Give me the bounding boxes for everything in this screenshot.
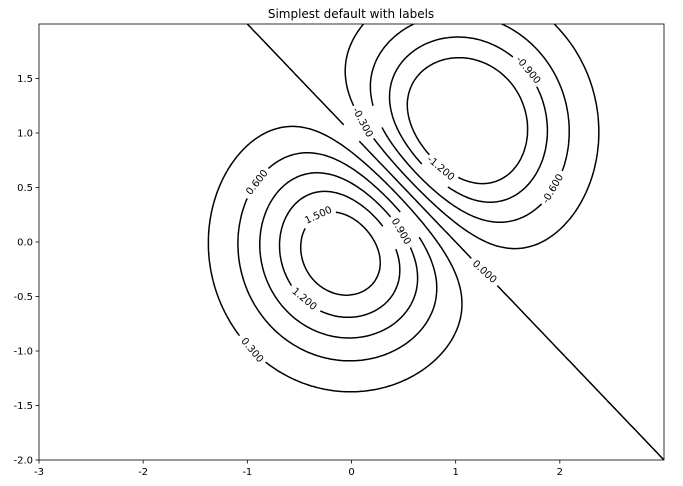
chart-title: Simplest default with labels: [268, 7, 434, 21]
contour-line: [246, 24, 664, 460]
contour-line: [259, 172, 419, 339]
contour-label: 0.900: [389, 216, 413, 246]
contour-label: -1.200: [425, 154, 457, 183]
y-tick-label: -1.0: [13, 347, 33, 358]
contour-label: -0.300: [350, 106, 375, 140]
x-axis: -3 -2 -1 0 1 2: [34, 460, 563, 478]
contour-line: [207, 125, 463, 393]
contour-line: [406, 56, 529, 185]
y-tick-label: 1.0: [17, 129, 33, 140]
contour-line: [299, 211, 382, 296]
contour-line: [237, 152, 438, 362]
x-tick-label: -2: [138, 467, 148, 478]
axes-frame: [38, 23, 665, 461]
y-tick-label: -0.5: [13, 292, 33, 303]
x-tick-label: 2: [557, 467, 563, 478]
y-tick-label: -2.0: [13, 456, 33, 467]
y-axis: -2.0 -1.5 -1.0 -0.5 0.0 0.5 1.0 1.5: [13, 74, 39, 467]
contour-label: 0.000: [470, 259, 499, 286]
contour-lines: [207, 24, 664, 460]
contour-labels: 0.300 0.600 1.500 1.200 0.900 -0.300 -1.200 -0.…: [238, 55, 566, 366]
contour-line: [344, 24, 600, 250]
contour-label: 0.300: [238, 336, 265, 365]
x-tick-label: -3: [34, 467, 44, 478]
y-tick-label: 0.0: [17, 238, 33, 249]
contour-line: [388, 36, 549, 203]
contour-line: [369, 24, 570, 223]
contour-label: 0.600: [244, 168, 270, 197]
y-tick-label: -1.5: [13, 401, 33, 412]
contour-label: -0.600: [541, 172, 567, 205]
contour-label: -0.900: [513, 55, 542, 87]
x-tick-label: 1: [452, 467, 458, 478]
x-tick-label: 0: [348, 467, 354, 478]
contour-line: [278, 190, 401, 319]
y-tick-label: 0.5: [17, 183, 33, 194]
y-tick-label: 1.5: [17, 74, 33, 85]
contour-label: 1.500: [303, 205, 334, 227]
x-tick-label: -1: [242, 467, 252, 478]
contour-label: 1.200: [289, 286, 318, 313]
